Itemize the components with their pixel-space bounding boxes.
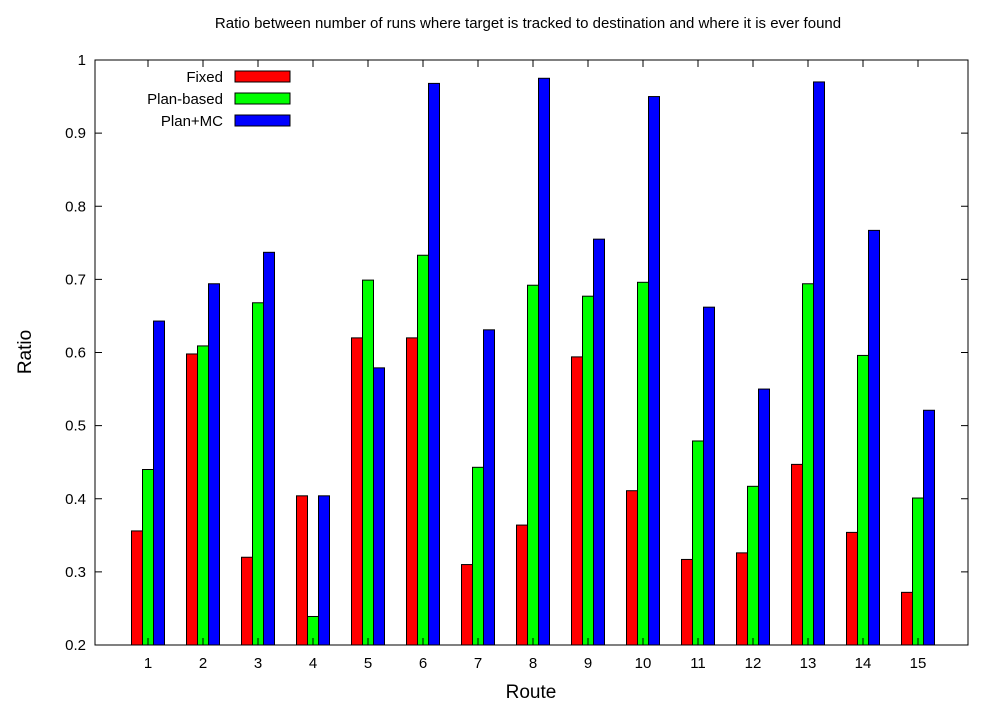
x-tick-label: 11 xyxy=(690,655,706,672)
bar-plan-based-route-9 xyxy=(582,295,594,646)
bar-plan-mc-route-10 xyxy=(648,96,660,646)
y-axis: 0.2 0.3 0.4 0.5 0.6 0.7 0.8 0.9 1 xyxy=(65,52,968,654)
x-tick-label: 6 xyxy=(419,655,427,672)
x-tick-label: 7 xyxy=(474,655,482,672)
y-tick-label: 0.8 xyxy=(65,198,86,215)
bar-fixed-route-1 xyxy=(131,530,143,646)
legend-swatch xyxy=(234,70,291,83)
x-tick-label: 12 xyxy=(745,655,762,672)
bar-plan-mc-route-4 xyxy=(318,495,330,646)
bar-plan-based-route-11 xyxy=(692,440,704,646)
bar-fixed-route-3 xyxy=(241,556,253,646)
x-axis: 1 2 3 4 5 6 7 8 9 10 11 12 13 14 15 xyxy=(144,60,927,672)
y-tick-label: 0.2 xyxy=(65,637,86,654)
bar-plan-mc-route-12 xyxy=(758,388,770,646)
bar-fixed-route-10 xyxy=(626,490,638,646)
y-tick-label: 0.3 xyxy=(65,564,86,581)
bar-fixed-route-14 xyxy=(846,531,858,646)
bar-plan-based-route-6 xyxy=(417,254,429,646)
y-axis-title: Ratio xyxy=(15,330,36,374)
bar-fixed-route-13 xyxy=(791,463,803,646)
bar-plan-based-route-12 xyxy=(747,485,759,646)
bar-fixed-route-12 xyxy=(736,552,748,646)
bar-plan-based-route-1 xyxy=(142,469,154,646)
bar-plan-based-route-15 xyxy=(912,497,924,646)
x-tick-label: 4 xyxy=(309,655,317,672)
x-tick-label: 8 xyxy=(529,655,537,672)
bar-plan-mc-route-14 xyxy=(868,229,880,646)
bar-fixed-route-5 xyxy=(351,337,363,646)
x-tick-label: 5 xyxy=(364,655,372,672)
bar-plan-mc-route-9 xyxy=(593,238,605,646)
x-tick-label: 9 xyxy=(584,655,592,672)
bar-plan-mc-route-3 xyxy=(263,251,275,646)
bar-plan-mc-route-15 xyxy=(923,409,935,646)
bar-plan-mc-route-5 xyxy=(373,367,385,646)
x-tick-label: 14 xyxy=(855,655,872,672)
legend-swatch xyxy=(234,92,291,105)
bar-plan-based-route-13 xyxy=(802,283,814,646)
bar-fixed-route-2 xyxy=(186,353,198,646)
x-tick-label: 10 xyxy=(635,655,652,672)
bar-plan-mc-route-2 xyxy=(208,283,220,646)
bar-fixed-route-4 xyxy=(296,495,308,646)
bar-plan-based-route-2 xyxy=(197,345,209,646)
bar-fixed-route-9 xyxy=(571,356,583,646)
legend-label: Fixed xyxy=(186,69,223,86)
legend-label: Plan-based xyxy=(147,91,223,108)
chart-title: Ratio between number of runs where targe… xyxy=(215,15,841,32)
x-tick-label: 1 xyxy=(144,655,152,672)
y-tick-label: 0.5 xyxy=(65,418,86,435)
y-tick-label: 1 xyxy=(78,52,86,69)
bar-plan-based-route-7 xyxy=(472,466,484,646)
bar-plan-mc-route-8 xyxy=(538,77,550,646)
bar-plan-based-route-8 xyxy=(527,284,539,646)
bar-plan-based-route-3 xyxy=(252,302,264,646)
bar-plan-based-route-14 xyxy=(857,354,869,646)
bar-plan-mc-route-13 xyxy=(813,81,825,646)
x-tick-label: 3 xyxy=(254,655,262,672)
legend: Fixed Plan-based Plan+MC xyxy=(147,69,291,130)
bar-fixed-route-15 xyxy=(901,591,913,646)
x-tick-label: 2 xyxy=(199,655,207,672)
bar-fixed-route-11 xyxy=(681,558,693,646)
bar-plan-mc-route-1 xyxy=(153,320,165,646)
y-tick-label: 0.9 xyxy=(65,125,86,142)
bars xyxy=(131,77,935,646)
bar-plan-based-route-5 xyxy=(362,279,374,646)
y-tick-label: 0.4 xyxy=(65,491,86,508)
bar-plan-mc-route-6 xyxy=(428,82,440,646)
bar-plan-mc-route-7 xyxy=(483,329,495,646)
bar-fixed-route-7 xyxy=(461,564,473,646)
legend-label: Plan+MC xyxy=(161,113,223,130)
x-tick-label: 15 xyxy=(910,655,927,672)
bar-plan-mc-route-11 xyxy=(703,306,715,646)
legend-swatch xyxy=(234,114,291,127)
x-axis-title: Route xyxy=(506,682,557,703)
y-tick-label: 0.6 xyxy=(65,345,86,362)
bar-fixed-route-8 xyxy=(516,524,528,646)
x-tick-label: 13 xyxy=(800,655,817,672)
bar-plan-based-route-10 xyxy=(637,281,649,646)
bar-fixed-route-6 xyxy=(406,337,418,646)
y-tick-label: 0.7 xyxy=(65,271,86,288)
